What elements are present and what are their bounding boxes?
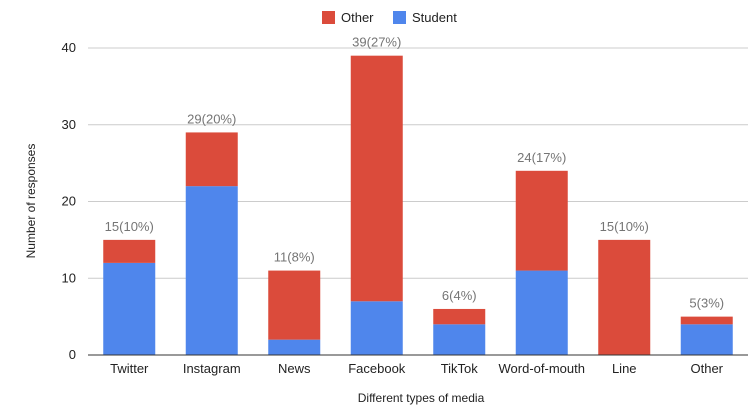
bar-segment-other-line [598,239,651,355]
bar-segment-other-tiktok [433,308,486,325]
legend-label-other: Other [341,10,374,25]
x-tick-label: TikTok [441,361,479,376]
legend-swatch-other [322,11,335,24]
y-tick-label: 10 [62,270,76,285]
bars [103,55,733,355]
data-label: 11(8%) [274,250,315,265]
x-tick-label: Instagram [183,361,241,376]
x-tick-label: Line [612,361,637,376]
bar-segment-other-word-of-mouth [515,170,568,271]
data-label: 29(20%) [187,111,236,126]
x-tick-label: Word-of-mouth [499,361,585,376]
bar-segment-student-instagram [185,186,238,355]
y-tick-label: 40 [62,40,76,55]
y-axis-title: Number of responses [24,144,38,259]
data-label: 15(10%) [600,219,649,234]
bar-segment-student-news [268,339,321,355]
bar-segment-other-twitter [103,239,156,263]
y-tick-label: 20 [62,194,76,209]
x-axis-title: Different types of media [358,391,485,405]
legend-label-student: Student [412,10,457,25]
y-tick-label: 30 [62,117,76,132]
bar-segment-student-other [680,324,733,355]
bar-segment-other-news [268,270,321,340]
data-label: 39(27%) [352,35,401,50]
bar-segment-other-instagram [185,132,238,187]
data-labels: 15(10%) 29(20%) 11(8%) 39(27%) 6(4%) 24(17%) 1… [105,35,724,311]
bar-segment-student-facebook [350,301,403,355]
bar-segment-student-tiktok [433,324,486,355]
data-label: 5(3%) [689,296,724,311]
x-tick-label: Twitter [110,361,149,376]
x-tick-label: Facebook [348,361,406,376]
legend: Other Student [322,10,457,25]
bar-segment-other-facebook [350,55,403,302]
y-axis-ticks: 0 10 20 30 40 [62,40,76,362]
data-label: 24(17%) [517,150,566,165]
data-label: 6(4%) [442,288,477,303]
y-tick-label: 0 [69,347,76,362]
x-tick-label: News [278,361,311,376]
bar-segment-student-word-of-mouth [515,270,568,355]
x-tick-label: Other [690,361,723,376]
x-axis-ticks: Twitter Instagram News Facebook TikTok Word-o… [110,361,724,376]
legend-swatch-student [393,11,406,24]
bar-segment-other-other [680,316,733,325]
bar-segment-student-twitter [103,262,156,355]
data-label: 15(10%) [105,219,154,234]
